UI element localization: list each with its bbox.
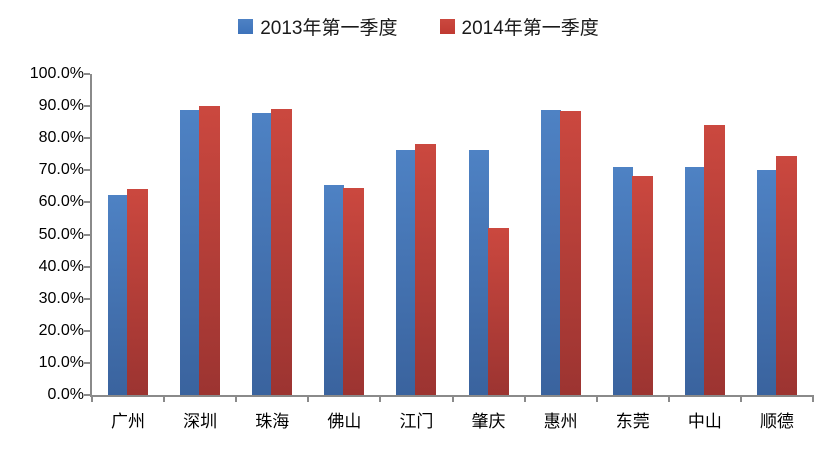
bar-series-2 (415, 143, 437, 395)
x-category-label: 肇庆 (471, 412, 506, 431)
x-axis-tick (812, 397, 814, 402)
y-axis-tick (84, 233, 90, 236)
bar-series-2 (487, 227, 509, 395)
bar-series-1 (324, 185, 345, 395)
legend-label-2014: 2014年第一季度 (461, 18, 599, 39)
bar-group (741, 74, 813, 395)
x-axis-tick (595, 397, 598, 402)
bar-series-1 (396, 149, 417, 395)
y-axis-tick (84, 73, 90, 75)
y-axis-tick-label: 50.0% (38, 225, 84, 243)
x-axis-tick (667, 397, 670, 402)
bar-series-1 (756, 169, 777, 395)
y-axis-tick (84, 361, 90, 364)
bar-series-1 (180, 110, 201, 395)
y-axis-tick-label: 0.0% (47, 386, 84, 403)
bar-series-2 (343, 187, 365, 395)
y-axis-tick-label: 60.0% (38, 193, 84, 211)
bar-group (525, 74, 597, 395)
y-axis-tick (84, 265, 90, 268)
bar-series-1 (108, 194, 129, 395)
bar-series-2 (127, 188, 149, 395)
bar-series-2 (199, 105, 221, 395)
legend-swatch-2013 (238, 19, 254, 34)
x-axis-tick (307, 397, 310, 402)
x-axis-tick (91, 397, 93, 402)
x-axis-tick (523, 397, 526, 402)
y-axis-tick (84, 394, 90, 396)
bar-group (597, 74, 669, 395)
x-category-label: 顺德 (759, 412, 794, 431)
x-category-label: 佛山 (327, 412, 362, 431)
bar-series-2 (271, 109, 293, 395)
y-axis-tick-label: 10.0% (38, 353, 84, 371)
x-category-label: 惠州 (543, 412, 578, 431)
bar-series-2 (775, 156, 797, 395)
y-axis-tick (84, 169, 90, 172)
bar-group (669, 74, 741, 395)
x-axis-tick (163, 397, 166, 402)
x-category-label: 江门 (399, 412, 434, 431)
y-axis-tick-label: 30.0% (38, 289, 84, 307)
y-axis-tick (84, 105, 90, 108)
bar-series-1 (684, 167, 705, 395)
bar-series-2 (631, 176, 653, 395)
bar-series-1 (468, 149, 489, 395)
y-axis-tick-label: 20.0% (38, 321, 84, 339)
legend-label-2013: 2013年第一季度 (260, 18, 398, 39)
x-axis-tick (235, 397, 238, 402)
x-axis-tick (379, 397, 382, 402)
x-category-label: 广州 (111, 412, 146, 431)
y-axis-tick-label: 40.0% (38, 257, 84, 275)
chart-legend: 2013年第一季度 2014年第一季度 (0, 13, 837, 40)
bar-series-1 (252, 113, 273, 395)
y-axis-tick-label: 90.0% (38, 97, 84, 115)
legend-swatch-2014 (439, 19, 455, 34)
x-category-label: 深圳 (183, 412, 218, 431)
bar-series-2 (703, 125, 725, 395)
y-axis-tick (84, 329, 90, 332)
bar-series-2 (559, 110, 581, 395)
x-axis-tick (739, 397, 742, 402)
bar-group (453, 74, 525, 395)
bar-series-1 (612, 167, 633, 395)
bar-group (380, 74, 452, 395)
x-category-label: 中山 (687, 412, 722, 431)
legend-item-2013: 2013年第一季度 (238, 13, 398, 40)
bar-series-1 (540, 109, 561, 395)
bar-group (164, 74, 236, 395)
x-category-label: 东莞 (615, 412, 650, 431)
y-axis-tick-label: 70.0% (38, 161, 84, 179)
y-axis-tick (84, 201, 90, 204)
bar-group (236, 74, 308, 395)
y-axis-tick-label: 100.0% (29, 65, 84, 82)
x-axis-tick (451, 397, 454, 402)
x-axis-line (90, 395, 814, 397)
y-axis-tick-label: 80.0% (38, 129, 84, 147)
x-category-label: 珠海 (255, 412, 290, 431)
y-axis-tick (84, 297, 90, 300)
bar-group (308, 74, 380, 395)
y-axis-line (90, 74, 92, 397)
legend-item-2014: 2014年第一季度 (439, 13, 599, 40)
bar-group (92, 74, 164, 395)
y-axis-tick (84, 137, 90, 140)
